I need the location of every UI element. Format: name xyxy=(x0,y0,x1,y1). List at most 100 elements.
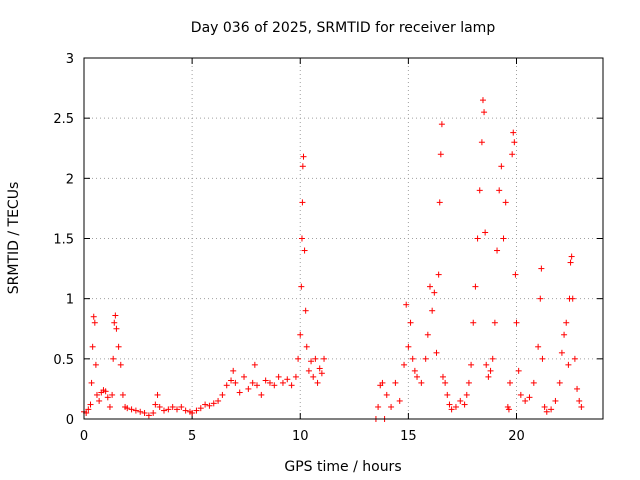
data-point xyxy=(396,397,403,404)
data-point xyxy=(316,365,323,372)
data-point xyxy=(431,289,438,296)
data-point xyxy=(433,349,440,356)
data-point xyxy=(403,301,410,308)
grid xyxy=(84,58,603,419)
data-point xyxy=(414,373,421,380)
data-point xyxy=(539,355,546,362)
data-point xyxy=(284,376,291,383)
data-point xyxy=(427,283,433,290)
data-point xyxy=(435,271,442,278)
y-tick-label: 2.5 xyxy=(53,112,74,127)
data-point xyxy=(292,373,299,380)
data-point xyxy=(494,247,501,254)
data-point xyxy=(266,379,273,386)
data-point xyxy=(567,259,574,266)
data-point xyxy=(541,403,548,410)
data-point xyxy=(258,391,265,398)
data-point xyxy=(303,343,310,350)
data-point xyxy=(479,97,486,104)
data-point xyxy=(109,391,116,398)
data-point xyxy=(437,151,444,158)
data-point xyxy=(219,391,226,398)
data-point xyxy=(318,370,325,377)
data-point xyxy=(90,313,97,320)
data-point xyxy=(113,325,120,332)
x-tick-label: 5 xyxy=(188,429,196,444)
data-point xyxy=(526,394,533,401)
data-point xyxy=(206,402,213,409)
data-point xyxy=(537,295,544,302)
data-point xyxy=(279,379,286,386)
data-point xyxy=(565,361,572,368)
data-point xyxy=(535,343,542,350)
data-point xyxy=(556,379,563,386)
data-point xyxy=(522,397,529,404)
data-point xyxy=(543,408,550,415)
x-axis-label: GPS time / hours xyxy=(284,459,401,475)
plot-frame xyxy=(83,57,604,420)
data-point xyxy=(104,394,111,401)
x-tick-label: 20 xyxy=(508,429,525,444)
data-point xyxy=(569,295,576,302)
data-point xyxy=(112,312,119,319)
data-point xyxy=(232,379,239,386)
data-point xyxy=(111,319,118,326)
data-point xyxy=(491,319,498,326)
y-tick-label: 0 xyxy=(66,413,74,428)
data-point xyxy=(115,343,122,350)
data-point xyxy=(299,199,306,206)
data-point xyxy=(178,403,185,410)
data-point xyxy=(302,307,309,314)
data-point xyxy=(299,163,306,170)
y-tick-label: 1.5 xyxy=(53,233,74,248)
data-point xyxy=(470,319,477,326)
data-point xyxy=(193,407,200,414)
data-point xyxy=(89,343,96,350)
data-point xyxy=(468,361,475,368)
data-point xyxy=(511,139,518,146)
data-point xyxy=(409,355,416,362)
data-point xyxy=(182,407,189,414)
data-point xyxy=(568,253,575,260)
data-point xyxy=(401,361,408,368)
data-point xyxy=(161,407,168,414)
data-point xyxy=(375,403,382,410)
data-point xyxy=(85,406,92,413)
ticks: 0 5 10 15 20 0 0.5 1 1.5 2 2.5 3 xyxy=(53,52,603,444)
data-point xyxy=(288,382,295,389)
data-point xyxy=(197,405,204,412)
data-point xyxy=(405,343,412,350)
data-point xyxy=(442,379,449,386)
data-point xyxy=(438,121,445,128)
data-point xyxy=(578,403,585,410)
data-point xyxy=(88,379,95,386)
data-point xyxy=(515,367,522,374)
data-point xyxy=(388,403,395,410)
data-point xyxy=(509,151,516,158)
data-point xyxy=(215,397,222,404)
data-point xyxy=(128,406,135,413)
data-point xyxy=(141,409,148,416)
data-point xyxy=(571,355,578,362)
data-point xyxy=(102,388,109,395)
data-point xyxy=(241,373,248,380)
data-point xyxy=(93,391,100,398)
data-point xyxy=(321,355,328,362)
data-point xyxy=(463,391,470,398)
data-point xyxy=(189,409,196,416)
data-point xyxy=(489,355,496,362)
data-point xyxy=(465,379,472,386)
data-point xyxy=(510,129,517,136)
data-point xyxy=(502,199,509,206)
data-point xyxy=(301,247,308,254)
data-point xyxy=(145,412,152,419)
data-point xyxy=(411,367,418,374)
data-point xyxy=(422,355,429,362)
data-point xyxy=(513,319,520,326)
data-point xyxy=(478,139,485,146)
data-point xyxy=(576,397,583,404)
data-point xyxy=(92,361,99,368)
data-point xyxy=(314,379,321,386)
data-point xyxy=(512,271,519,278)
y-tick-label: 2 xyxy=(66,172,74,187)
